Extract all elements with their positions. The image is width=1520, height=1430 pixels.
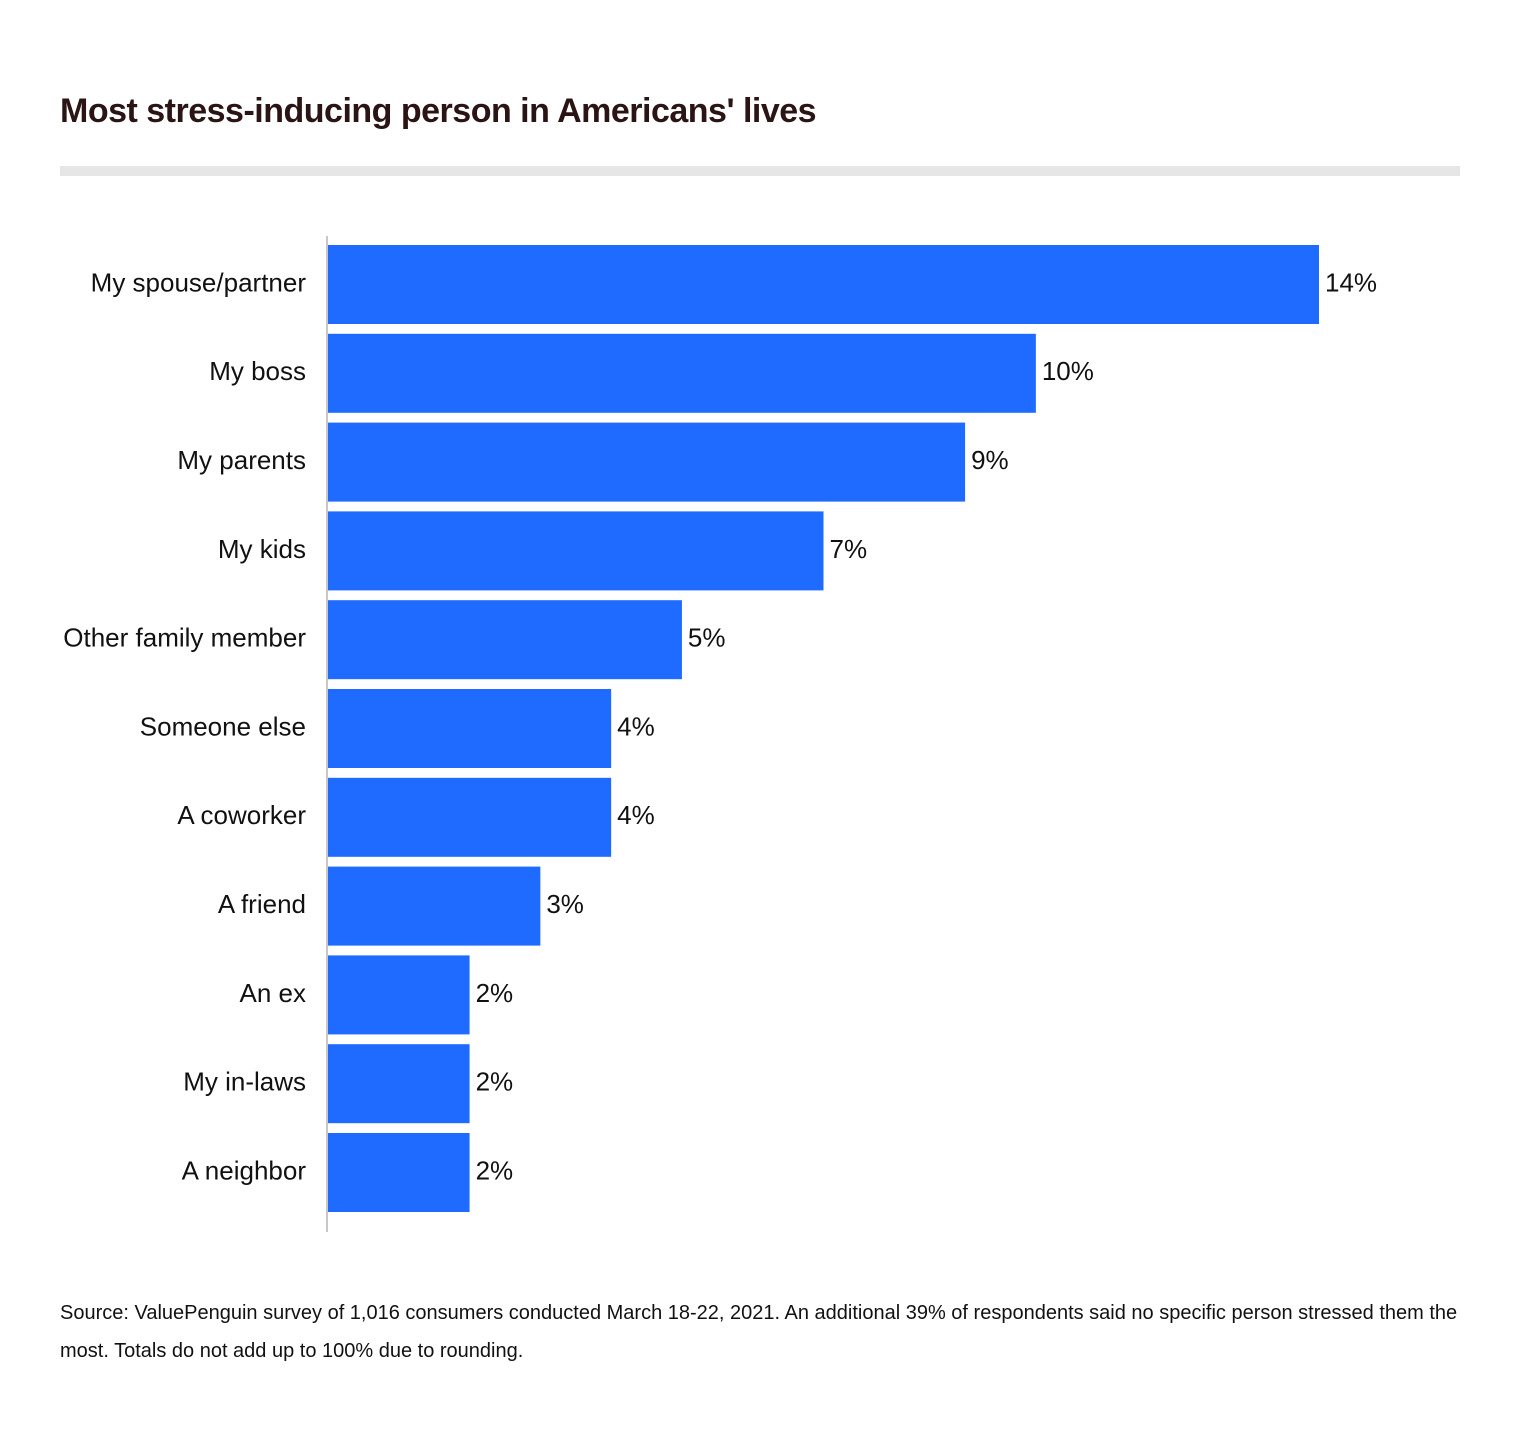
bar-a-coworker [328,777,612,857]
category-label-my-kids: My kids [218,534,306,564]
bar-an-ex [328,955,470,1035]
value-label-my-in-laws: 2% [476,1067,514,1097]
value-label-my-spouse-partner: 14% [1325,267,1377,297]
value-label-a-friend: 3% [546,889,584,919]
value-label-other-family-member: 5% [688,623,726,653]
value-label-a-coworker: 4% [617,800,655,830]
category-label-my-in-laws: My in-laws [183,1067,306,1097]
bar-someone-else [328,689,612,768]
source-note: Source: ValuePenguin survey of 1,016 con… [60,1302,1458,1362]
bar-my-in-laws [328,1044,470,1124]
value-label-my-parents: 9% [971,445,1009,475]
category-label-my-parents: My parents [177,445,306,475]
category-label-an-ex: An ex [240,978,307,1008]
value-label-a-neighbor: 2% [476,1155,514,1185]
bar-a-friend [328,866,541,946]
value-label-my-boss: 10% [1042,356,1094,386]
bar-my-kids [328,511,824,591]
chart-title: Most stress-inducing person in Americans… [60,92,817,130]
category-label-my-spouse-partner: My spouse/partner [91,267,307,297]
bar-a-neighbor [328,1133,470,1212]
bar-other-family-member [328,600,682,680]
category-label-my-boss: My boss [209,356,306,386]
bar-my-boss [328,333,1036,413]
value-label-my-kids: 7% [830,534,868,564]
title-divider [60,166,1460,176]
category-label-other-family-member: Other family member [63,623,306,653]
value-label-someone-else: 4% [617,711,655,741]
bars-layer: My spouse/partner 14% My boss 10% My parents… [63,245,1377,1212]
bar-my-spouse-partner [328,245,1319,324]
bar-my-parents [328,422,966,502]
category-label-a-friend: A friend [218,889,306,919]
category-label-someone-else: Someone else [140,711,306,741]
category-label-a-neighbor: A neighbor [182,1155,307,1185]
value-label-an-ex: 2% [476,978,514,1008]
category-label-a-coworker: A coworker [177,800,306,830]
